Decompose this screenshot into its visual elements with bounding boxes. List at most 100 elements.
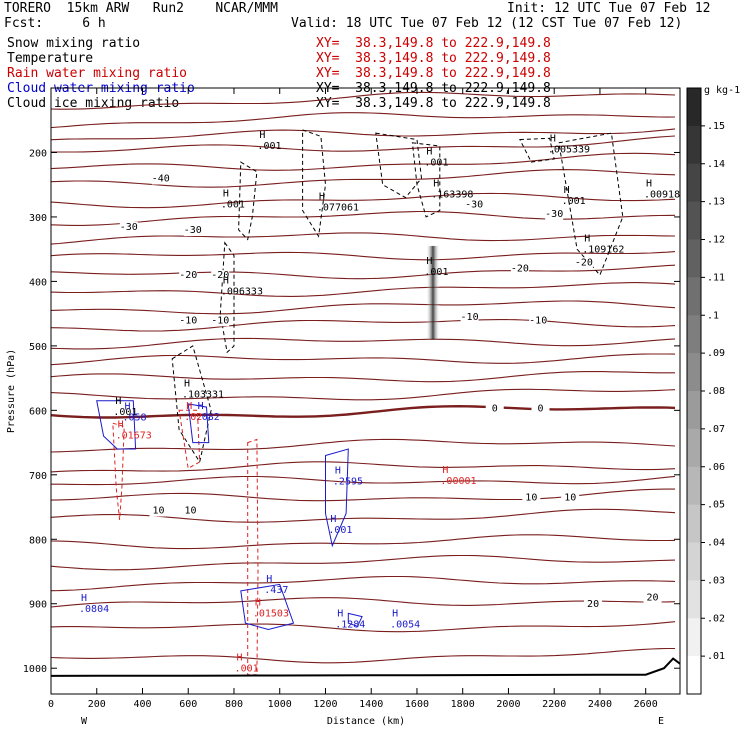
- x-axis-end-west: W: [81, 716, 88, 727]
- isotherm-label: -40: [152, 173, 170, 184]
- max-marker-h: H: [646, 179, 652, 190]
- x-tick-label: 0: [48, 699, 54, 710]
- colorbar-tick-label: .02: [707, 613, 725, 624]
- isotherm-label: 10: [152, 505, 164, 516]
- isotherm-label-bg: [529, 315, 548, 327]
- max-value-label: .02: [184, 412, 202, 423]
- x-tick-label: 800: [225, 699, 243, 710]
- colorbar-tick-label: .08: [707, 386, 725, 397]
- colorbar-swatch: [687, 618, 701, 657]
- isotherm-line: [51, 337, 676, 350]
- snow-shading: [426, 245, 440, 340]
- max-marker-h: H: [442, 465, 448, 476]
- max-value-label: .2595: [333, 476, 363, 487]
- colorbar-tick-label: .15: [707, 121, 725, 132]
- max-value-label: .001: [424, 267, 448, 278]
- isotherm-label-bg: [119, 221, 138, 233]
- colorbar-swatch: [687, 542, 701, 581]
- max-marker-h: H: [259, 130, 265, 141]
- isotherm-line: [51, 534, 676, 550]
- max-marker-h: H: [124, 402, 130, 413]
- colorbar-swatch: [687, 656, 701, 695]
- max-value-label: .082: [196, 412, 220, 423]
- max-marker-h: H: [335, 465, 341, 476]
- y-tick-label: 500: [29, 342, 47, 353]
- max-marker-h: H: [115, 396, 121, 407]
- isotherm-label-bg: [522, 492, 541, 504]
- max-marker-h: H: [392, 609, 398, 620]
- isotherm-label-bg: [584, 598, 603, 610]
- max-marker-h: H: [184, 378, 190, 389]
- rain-contour: [112, 422, 125, 520]
- isotherm-label: -30: [184, 225, 202, 236]
- isotherm-line: [51, 388, 676, 401]
- max-value-label: .01673: [116, 431, 152, 442]
- max-value-label: .096333: [221, 286, 263, 297]
- x-tick-label: 1000: [268, 699, 292, 710]
- isotherm-label: -10: [529, 315, 547, 326]
- isotherm-line: [51, 264, 676, 280]
- y-tick-label: 300: [29, 213, 47, 224]
- isotherm-line: [51, 169, 676, 188]
- isotherm-line: [51, 152, 676, 171]
- isotherm-line: [51, 91, 676, 110]
- isotherm-label: -10: [179, 315, 197, 326]
- colorbar-swatch: [687, 428, 701, 468]
- isotherm-label: -20: [575, 257, 593, 268]
- colorbar-tick-label: .14: [707, 159, 725, 170]
- colorbar-tick-label: .01: [707, 651, 725, 662]
- isotherm-label: -10: [461, 312, 479, 323]
- cloud-water-contour: [96, 400, 137, 450]
- colorbar-swatch: [687, 580, 701, 619]
- isotherm-line: [51, 647, 675, 664]
- max-marker-h: H: [266, 574, 272, 585]
- colorbar-swatch: [687, 391, 701, 430]
- colorbar-unit-label: g kg-1: [704, 85, 740, 96]
- max-value-label: .00918: [644, 190, 680, 201]
- isotherm-label: 0: [537, 404, 543, 415]
- isotherm-label: 0: [492, 404, 498, 415]
- max-marker-h: H: [237, 652, 243, 663]
- colorbar-swatch: [687, 315, 701, 354]
- x-tick-label: 600: [179, 699, 197, 710]
- max-marker-h: H: [426, 256, 432, 267]
- colorbar-swatch: [687, 353, 701, 392]
- y-axis-label: Pressure (hPa): [6, 349, 17, 433]
- max-marker-h: H: [319, 191, 325, 202]
- max-marker-h: H: [223, 275, 229, 286]
- colorbar-tick-label: .03: [707, 575, 725, 586]
- isotherm-line: [51, 438, 676, 453]
- forecast-hour-label: Fcst: 6 h: [4, 16, 106, 31]
- max-value-label: .001: [221, 199, 245, 210]
- colorbar-tick-label: .1: [707, 310, 719, 321]
- isotherm-line: [51, 475, 676, 486]
- cloud-water-contour: [187, 403, 210, 444]
- snow-contour: [375, 132, 423, 199]
- isotherm-label-bg: [211, 270, 230, 282]
- isotherm-label: -10: [211, 315, 229, 326]
- isotherm-label-bg: [179, 315, 198, 327]
- colorbar-tick-label: .09: [707, 348, 725, 359]
- isotherm-line: [51, 128, 676, 141]
- isotherm-label: 10: [564, 493, 576, 504]
- snow-contour: [519, 137, 555, 163]
- legend-field-name: Rain water mixing ratio: [7, 66, 188, 81]
- x-tick-label: 200: [88, 699, 106, 710]
- isotherm-label-bg: [211, 315, 230, 327]
- isotherm-label-bg: [181, 505, 200, 517]
- isotherm-label-bg: [643, 592, 662, 604]
- max-marker-h: H: [426, 146, 432, 157]
- isotherm-label: 20: [647, 593, 659, 604]
- max-marker-h: H: [584, 233, 590, 244]
- max-value-label: .005339: [548, 144, 590, 155]
- isotherm-line: [51, 554, 676, 571]
- x-tick-label: 1200: [313, 699, 337, 710]
- max-marker-h: H: [186, 401, 192, 412]
- isotherm-label-bg: [545, 208, 564, 220]
- x-tick-label: 1800: [451, 699, 475, 710]
- x-tick-label: 2600: [634, 699, 658, 710]
- isotherm-label: 20: [587, 599, 599, 610]
- isotherm-label: 10: [525, 493, 537, 504]
- isotherm-line: [51, 621, 676, 633]
- isotherm-label: -20: [511, 264, 529, 275]
